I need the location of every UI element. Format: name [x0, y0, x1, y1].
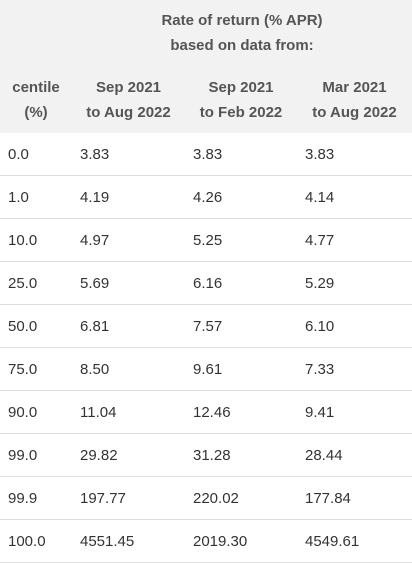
return-cell: 220.02 — [185, 476, 297, 520]
column-header: Sep 2021 to Aug 2022 — [72, 66, 185, 133]
table-row: 99.9 197.77 220.02 177.84 — [0, 476, 412, 520]
return-cell: 177.84 — [297, 476, 412, 520]
table-header: Rate of return (% APR) based on data fro… — [0, 0, 412, 133]
column-header-line: centile — [12, 78, 60, 96]
table-row: 90.0 11.04 12.46 9.41 — [0, 390, 412, 434]
column-header-line: to Aug 2022 — [312, 103, 397, 121]
return-cell: 2019.30 — [185, 519, 297, 563]
return-cell: 12.46 — [185, 390, 297, 434]
group-header: Rate of return (% APR) based on data fro… — [72, 0, 412, 66]
return-cell: 6.10 — [297, 304, 412, 348]
column-header-line: (%) — [24, 103, 48, 121]
table-row: 25.0 5.69 6.16 5.29 — [0, 261, 412, 305]
return-cell: 7.33 — [297, 347, 412, 391]
return-cell: 7.57 — [185, 304, 297, 348]
return-cell: 5.25 — [185, 218, 297, 262]
table-row: 10.0 4.97 5.25 4.77 — [0, 218, 412, 262]
return-cell: 4551.45 — [72, 519, 185, 563]
centile-cell: 0.0 — [0, 133, 72, 176]
return-cell: 3.83 — [72, 133, 185, 176]
centile-cell: 90.0 — [0, 390, 72, 434]
return-cell: 6.16 — [185, 261, 297, 305]
return-cell: 5.69 — [72, 261, 185, 305]
column-header-line: to Feb 2022 — [199, 103, 283, 121]
centile-cell: 99.0 — [0, 433, 72, 477]
column-header: Mar 2021 to Aug 2022 — [297, 66, 412, 133]
centile-cell: 10.0 — [0, 218, 72, 262]
centile-cell: 1.0 — [0, 175, 72, 219]
return-cell: 11.04 — [72, 390, 185, 434]
return-cell: 9.41 — [297, 390, 412, 434]
column-header-line: Mar 2021 — [322, 78, 387, 96]
return-cell: 29.82 — [72, 433, 185, 477]
return-cell: 3.83 — [185, 133, 297, 176]
return-cell: 8.50 — [72, 347, 185, 391]
column-header: centile (%) — [0, 66, 72, 133]
empty-header — [0, 0, 72, 66]
return-cell: 9.61 — [185, 347, 297, 391]
return-cell: 31.28 — [185, 433, 297, 477]
table-row: 0.0 3.83 3.83 3.83 — [0, 133, 412, 176]
return-cell: 3.83 — [297, 133, 412, 176]
return-cell: 28.44 — [297, 433, 412, 477]
column-header-line: Sep 2021 — [208, 78, 274, 96]
column-header-line: Sep 2021 — [95, 78, 162, 96]
centile-cell: 75.0 — [0, 347, 72, 391]
return-cell: 197.77 — [72, 476, 185, 520]
return-cell: 4.14 — [297, 175, 412, 219]
table-row: 1.0 4.19 4.26 4.14 — [0, 175, 412, 219]
table-row: 75.0 8.50 9.61 7.33 — [0, 347, 412, 391]
column-header: Sep 2021 to Feb 2022 — [185, 66, 297, 133]
return-cell: 4549.61 — [297, 519, 412, 563]
return-cell: 5.29 — [297, 261, 412, 305]
table-row: 99.0 29.82 31.28 28.44 — [0, 433, 412, 477]
centile-cell: 100.0 — [0, 519, 72, 563]
column-header-line: to Aug 2022 — [86, 103, 171, 121]
group-title: based on data from: — [170, 37, 314, 54]
return-cell: 4.97 — [72, 218, 185, 262]
return-cell: 4.19 — [72, 175, 185, 219]
centile-cell: 25.0 — [0, 261, 72, 305]
table-row: 50.0 6.81 7.57 6.10 — [0, 304, 412, 348]
return-cell: 4.77 — [297, 218, 412, 262]
return-cell: 6.81 — [72, 304, 185, 348]
centile-cell: 50.0 — [0, 304, 72, 348]
centile-cell: 99.9 — [0, 476, 72, 520]
group-title: Rate of return (% APR) — [161, 12, 323, 29]
table-row: 100.0 4551.45 2019.30 4549.61 — [0, 519, 412, 563]
return-cell: 4.26 — [185, 175, 297, 219]
